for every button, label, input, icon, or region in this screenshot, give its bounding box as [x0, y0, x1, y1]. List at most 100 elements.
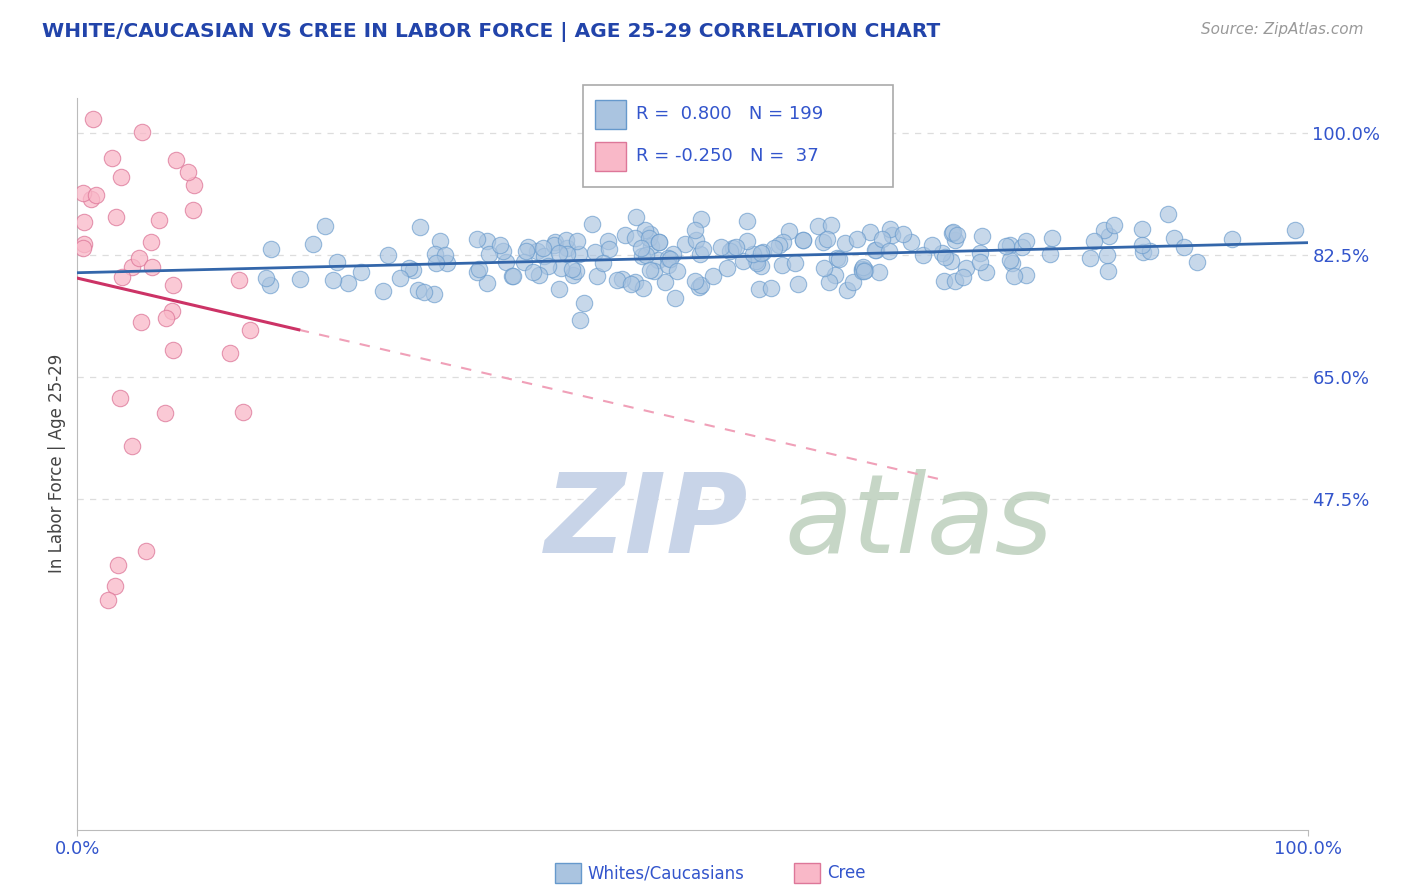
- Point: [129, 315, 152, 329]
- Point: [792, 233, 814, 247]
- Point: [259, 277, 281, 292]
- Point: [423, 286, 446, 301]
- Point: [817, 276, 839, 290]
- Point: [745, 253, 768, 268]
- Point: [433, 247, 456, 261]
- Point: [731, 254, 754, 268]
- Point: [97, 592, 120, 607]
- Point: [526, 244, 548, 259]
- Point: [751, 245, 773, 260]
- Point: [952, 270, 974, 285]
- Point: [657, 258, 679, 272]
- Point: [592, 256, 614, 270]
- Point: [921, 238, 943, 252]
- Point: [842, 275, 865, 289]
- Point: [974, 265, 997, 279]
- Point: [659, 252, 682, 266]
- Point: [811, 235, 834, 250]
- Point: [181, 202, 204, 217]
- Point: [778, 224, 800, 238]
- Point: [851, 264, 873, 278]
- Point: [828, 252, 851, 267]
- Point: [177, 165, 200, 179]
- Point: [1220, 232, 1243, 246]
- Point: [337, 276, 360, 290]
- Point: [131, 125, 153, 139]
- Y-axis label: In Labor Force | Age 25-29: In Labor Force | Age 25-29: [48, 354, 66, 574]
- Point: [581, 217, 603, 231]
- Point: [882, 227, 904, 242]
- Point: [969, 254, 991, 268]
- Point: [537, 259, 560, 273]
- Point: [568, 246, 591, 260]
- Point: [84, 188, 107, 202]
- Point: [624, 275, 647, 289]
- Point: [716, 260, 738, 275]
- Point: [544, 235, 567, 249]
- Point: [943, 274, 966, 288]
- Point: [824, 268, 846, 283]
- Point: [565, 264, 588, 278]
- Point: [80, 192, 103, 206]
- Point: [554, 233, 576, 247]
- Point: [488, 238, 510, 252]
- Point: [568, 313, 591, 327]
- Point: [314, 219, 336, 233]
- Point: [614, 228, 637, 243]
- Point: [879, 222, 901, 236]
- Point: [934, 274, 956, 288]
- Point: [398, 261, 420, 276]
- Point: [326, 255, 349, 269]
- Point: [1039, 246, 1062, 260]
- Point: [468, 262, 491, 277]
- Point: [425, 256, 447, 270]
- Point: [634, 248, 657, 262]
- Point: [969, 246, 991, 260]
- Point: [239, 323, 262, 337]
- Point: [586, 268, 609, 283]
- Point: [288, 271, 311, 285]
- Point: [770, 258, 793, 272]
- Point: [813, 261, 835, 276]
- Point: [377, 248, 399, 262]
- Point: [429, 235, 451, 249]
- Point: [683, 274, 706, 288]
- Point: [853, 263, 876, 277]
- Point: [749, 246, 772, 260]
- Point: [409, 220, 432, 235]
- Point: [572, 295, 595, 310]
- Point: [529, 268, 551, 283]
- Point: [465, 232, 488, 246]
- Point: [911, 248, 934, 262]
- Point: [148, 212, 170, 227]
- Point: [371, 284, 394, 298]
- Point: [73, 237, 96, 252]
- Point: [637, 231, 659, 245]
- Point: [82, 112, 104, 126]
- Point: [1098, 228, 1121, 243]
- Point: [852, 260, 875, 274]
- Point: [931, 246, 953, 260]
- Point: [638, 263, 661, 277]
- Point: [491, 244, 513, 258]
- Point: [721, 241, 744, 255]
- Point: [555, 241, 578, 255]
- Point: [664, 291, 686, 305]
- Point: [1157, 207, 1180, 221]
- Point: [73, 215, 96, 229]
- Point: [413, 285, 436, 299]
- Point: [423, 247, 446, 261]
- Point: [111, 269, 134, 284]
- Point: [640, 239, 662, 253]
- Point: [598, 234, 620, 248]
- Point: [939, 253, 962, 268]
- Point: [72, 241, 94, 255]
- Point: [606, 273, 628, 287]
- Point: [162, 277, 184, 292]
- Point: [406, 283, 429, 297]
- Point: [820, 218, 842, 232]
- Point: [402, 262, 425, 277]
- Point: [139, 235, 162, 249]
- Point: [768, 237, 790, 252]
- Point: [121, 260, 143, 274]
